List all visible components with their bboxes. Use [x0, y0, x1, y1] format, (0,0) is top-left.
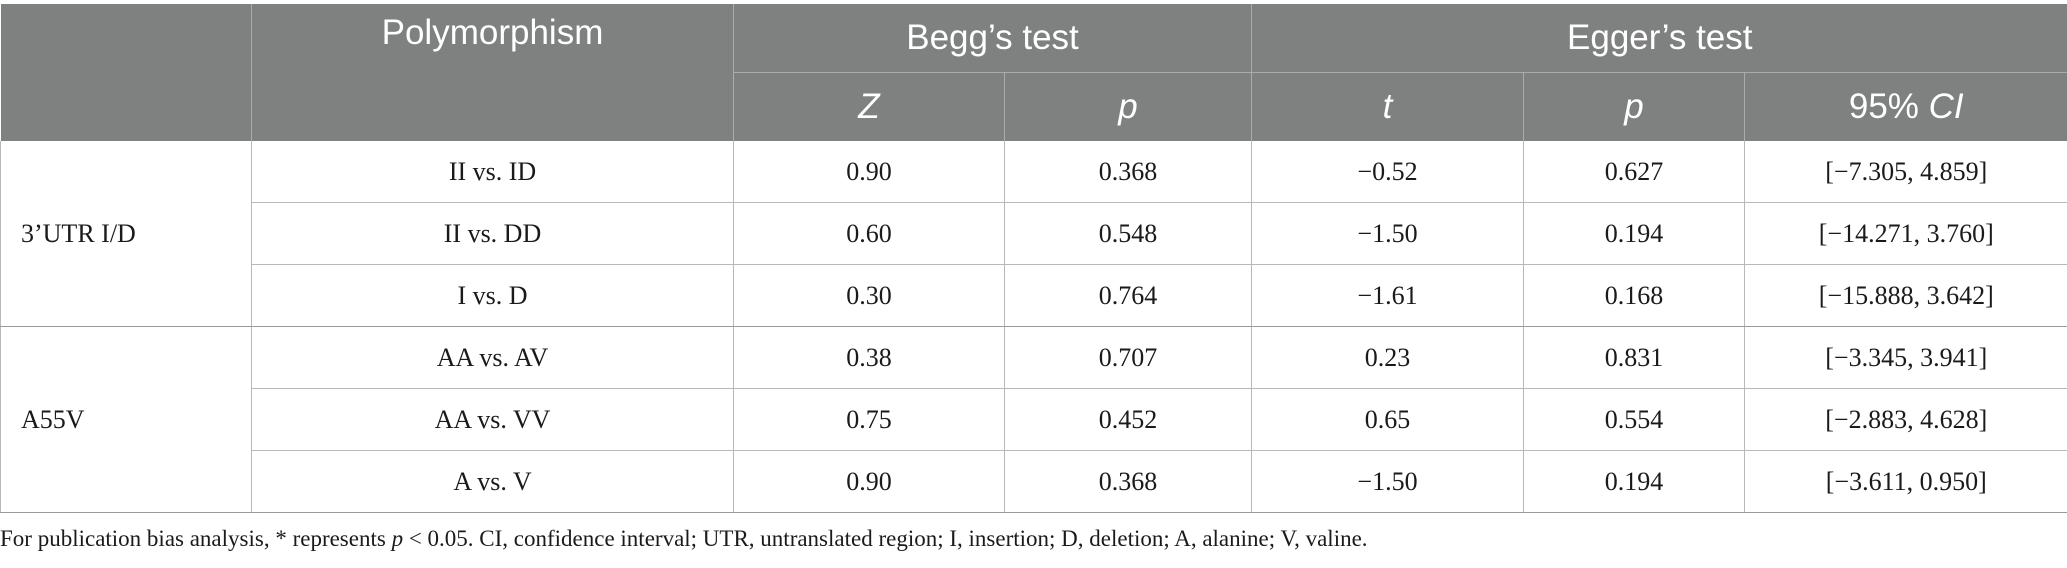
egger-t-cell: 0.65	[1251, 388, 1524, 451]
begg-p-cell: 0.707	[1004, 326, 1252, 389]
header-begg-z: Z	[733, 72, 1005, 141]
header-polymorphism: Polymorphism	[251, 4, 734, 141]
egger-p-cell: 0.831	[1523, 326, 1745, 389]
egger-ci-cell: [−14.271, 3.760]	[1744, 202, 2067, 265]
comparison-cell: II vs. ID	[251, 141, 734, 203]
table-row: II vs. DD 0.60 0.548 −1.50 0.194 [−14.27…	[1, 202, 2067, 265]
table-row: A vs. V 0.90 0.368 −1.50 0.194 [−3.611, …	[1, 450, 2067, 513]
header-ci-label: CI	[1928, 87, 1964, 126]
header-ci-percent: 95%	[1848, 87, 1919, 126]
header-begg-test: Begg’s test	[733, 4, 1252, 73]
begg-z-cell: 0.90	[733, 141, 1005, 203]
publication-bias-table: Polymorphism Begg’s test Egger’s test Z …	[0, 4, 2067, 513]
header-egger-test: Egger’s test	[1251, 4, 2067, 73]
table-row: AA vs. VV 0.75 0.452 0.65 0.554 [−2.883,…	[1, 388, 2067, 451]
egger-p-cell: 0.627	[1523, 141, 1745, 203]
egger-t-cell: −1.50	[1251, 450, 1524, 513]
header-egger-ci: 95% CI	[1744, 72, 2067, 141]
egger-ci-cell: [−2.883, 4.628]	[1744, 388, 2067, 451]
header-egger-p: p	[1523, 72, 1745, 141]
footnote-part2: < 0.05. CI, confidence interval; UTR, un…	[403, 526, 1368, 551]
egger-ci-cell: [−3.611, 0.950]	[1744, 450, 2067, 513]
egger-ci-cell: [−7.305, 4.859]	[1744, 141, 2067, 203]
egger-p-cell: 0.554	[1523, 388, 1745, 451]
begg-z-cell: 0.60	[733, 202, 1005, 265]
begg-z-cell: 0.90	[733, 450, 1005, 513]
begg-p-cell: 0.452	[1004, 388, 1252, 451]
egger-p-cell: 0.168	[1523, 264, 1745, 327]
footnote-part1: For publication bias analysis, * represe…	[0, 526, 392, 551]
egger-t-cell: −1.61	[1251, 264, 1524, 327]
comparison-cell: AA vs. AV	[251, 326, 734, 389]
comparison-cell: A vs. V	[251, 450, 734, 513]
egger-t-cell: −0.52	[1251, 141, 1524, 203]
begg-z-cell: 0.38	[733, 326, 1005, 389]
table-footnote: For publication bias analysis, * represe…	[0, 526, 1368, 552]
begg-p-cell: 0.368	[1004, 450, 1252, 513]
table-row: 3’UTR I/D II vs. ID 0.90 0.368 −0.52 0.6…	[0, 141, 2067, 327]
group-label: A55V	[0, 326, 252, 513]
comparison-cell: II vs. DD	[251, 202, 734, 265]
begg-p-cell: 0.548	[1004, 202, 1252, 265]
comparison-cell: AA vs. VV	[251, 388, 734, 451]
comparison-cell: I vs. D	[251, 264, 734, 327]
begg-z-cell: 0.30	[733, 264, 1005, 327]
table-row: I vs. D 0.30 0.764 −1.61 0.168 [−15.888,…	[1, 264, 2067, 327]
table-row: A55V AA vs. AV 0.38 0.707 0.23 0.831 [−3…	[0, 326, 2067, 513]
egger-p-cell: 0.194	[1523, 202, 1745, 265]
egger-p-cell: 0.194	[1523, 450, 1745, 513]
begg-p-cell: 0.368	[1004, 141, 1252, 203]
egger-ci-cell: [−15.888, 3.642]	[1744, 264, 2067, 327]
header-egger-t: t	[1251, 72, 1524, 141]
egger-ci-cell: [−3.345, 3.941]	[1744, 326, 2067, 389]
footnote-p-symbol: p	[391, 526, 404, 551]
begg-z-cell: 0.75	[733, 388, 1005, 451]
table-body: 3’UTR I/D II vs. ID 0.90 0.368 −0.52 0.6…	[0, 141, 2067, 513]
group-label: 3’UTR I/D	[0, 141, 252, 327]
egger-t-cell: −1.50	[1251, 202, 1524, 265]
table-header: Polymorphism Begg’s test Egger’s test Z …	[0, 4, 2067, 141]
header-begg-p: p	[1004, 72, 1252, 141]
header-empty-cell	[0, 4, 252, 141]
egger-t-cell: 0.23	[1251, 326, 1524, 389]
begg-p-cell: 0.764	[1004, 264, 1252, 327]
